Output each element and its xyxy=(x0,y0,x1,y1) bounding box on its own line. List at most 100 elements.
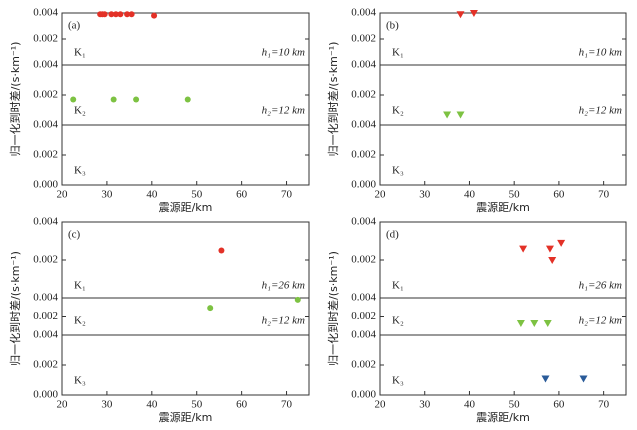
x-tick-label: 30 xyxy=(101,189,113,201)
x-tick-label: 20 xyxy=(375,189,387,201)
y-axis-label: 归一化到时差/(s·km⁻¹) xyxy=(8,251,22,366)
y-tick-label: 0.002 xyxy=(351,89,376,101)
panel-label: (c) xyxy=(68,229,81,241)
x-tick-label: 50 xyxy=(509,189,521,201)
annotation: h₁=10 km xyxy=(579,47,622,59)
marker xyxy=(151,12,158,19)
marker xyxy=(207,305,214,312)
y-tick-label: 0.004 xyxy=(33,7,58,19)
y-tick-label: 0.000 xyxy=(33,389,58,401)
y-tick-label: 0.002 xyxy=(351,33,376,45)
y-tick-label: 0.004 xyxy=(351,329,376,341)
y-tick-label: 0.000 xyxy=(33,179,58,191)
x-tick-label: 30 xyxy=(419,189,431,201)
marker xyxy=(456,11,465,19)
y-tick-label: 0.002 xyxy=(351,149,376,161)
panel-label: (b) xyxy=(386,20,399,32)
subplot-name: K₃ xyxy=(392,165,404,177)
subplot-name: K₂ xyxy=(74,315,86,327)
annotation: h₂=12 km xyxy=(262,315,305,327)
x-tick-label: 70 xyxy=(281,399,293,411)
subplot-frame xyxy=(379,124,627,186)
subplot-name: K₃ xyxy=(74,165,86,177)
y-tick-label: 0.004 xyxy=(33,59,58,71)
y-axis-label: 归一化到时差/(s·km⁻¹) xyxy=(8,42,22,157)
subplot-frame xyxy=(61,124,310,186)
x-tick-label: 40 xyxy=(146,399,158,411)
marker xyxy=(110,96,117,103)
x-tick-label: 50 xyxy=(191,189,203,201)
y-tick-label: 0.004 xyxy=(33,292,58,304)
annotation: h₂=12 km xyxy=(579,315,622,327)
marker xyxy=(443,111,452,119)
y-tick-label: 0.002 xyxy=(33,149,58,161)
x-tick-label: 60 xyxy=(236,189,248,201)
x-tick-label: 70 xyxy=(598,399,610,411)
subplot-frame xyxy=(379,334,627,396)
y-tick-label: 0.004 xyxy=(33,216,58,228)
y-tick-label: 0.004 xyxy=(351,292,376,304)
y-tick-label: 0.002 xyxy=(33,254,58,266)
marker xyxy=(519,245,528,253)
subplot-name: K₂ xyxy=(74,105,86,117)
y-tick-label: 0.002 xyxy=(351,359,376,371)
marker xyxy=(541,375,550,383)
x-tick-label: 20 xyxy=(375,399,387,411)
annotation: h₁=10 km xyxy=(262,47,305,59)
x-tick-label: 50 xyxy=(509,399,521,411)
marker xyxy=(469,10,478,17)
marker xyxy=(456,111,465,119)
panel-label: (a) xyxy=(68,20,81,32)
x-tick-label: 50 xyxy=(191,399,203,411)
x-tick-label: 20 xyxy=(57,399,69,411)
x-axis-label: 震源距/km xyxy=(159,200,213,214)
annotation: h₂=12 km xyxy=(579,105,622,117)
marker xyxy=(70,96,77,103)
x-axis-label: 震源距/km xyxy=(476,200,530,214)
x-tick-label: 40 xyxy=(464,189,476,201)
subplot-name: K₃ xyxy=(74,375,86,387)
marker xyxy=(128,11,135,18)
marker xyxy=(543,319,552,327)
marker xyxy=(530,319,539,327)
marker xyxy=(101,11,108,18)
x-tick-label: 60 xyxy=(236,399,248,411)
marker xyxy=(133,96,140,103)
marker xyxy=(108,11,115,18)
y-tick-label: 0.000 xyxy=(351,389,376,401)
marker xyxy=(117,11,124,18)
annotation: h₂=12 km xyxy=(262,105,305,117)
y-tick-label: 0.002 xyxy=(351,310,376,322)
y-axis-label: 归一化到时差/(s·km⁻¹) xyxy=(326,42,340,157)
y-tick-label: 0.002 xyxy=(33,89,58,101)
x-tick-label: 20 xyxy=(57,189,69,201)
marker xyxy=(112,11,119,18)
marker xyxy=(124,11,131,18)
y-tick-label: 0.004 xyxy=(351,7,376,19)
y-tick-label: 0.002 xyxy=(33,359,58,371)
x-tick-label: 70 xyxy=(281,189,293,201)
x-axis-label: 震源距/km xyxy=(476,410,530,424)
x-tick-label: 70 xyxy=(598,189,610,201)
marker xyxy=(548,257,557,264)
y-tick-label: 0.004 xyxy=(33,119,58,131)
subplot-name: K₂ xyxy=(392,315,404,327)
x-tick-label: 60 xyxy=(553,399,565,411)
marker xyxy=(184,96,191,103)
subplot-name: K₁ xyxy=(74,280,86,292)
x-tick-label: 40 xyxy=(146,189,158,201)
marker xyxy=(579,375,588,383)
x-tick-label: 60 xyxy=(553,189,565,201)
annotation: h₁=26 km xyxy=(579,280,622,292)
marker xyxy=(218,247,225,254)
y-tick-label: 0.002 xyxy=(33,33,58,45)
x-tick-label: 30 xyxy=(101,399,113,411)
x-tick-label: 40 xyxy=(464,399,476,411)
x-tick-label: 30 xyxy=(419,399,431,411)
subplot-frame xyxy=(61,334,310,396)
subplot-name: K₃ xyxy=(392,375,404,387)
y-tick-label: 0.000 xyxy=(351,179,376,191)
y-tick-label: 0.004 xyxy=(351,119,376,131)
marker xyxy=(557,239,566,247)
